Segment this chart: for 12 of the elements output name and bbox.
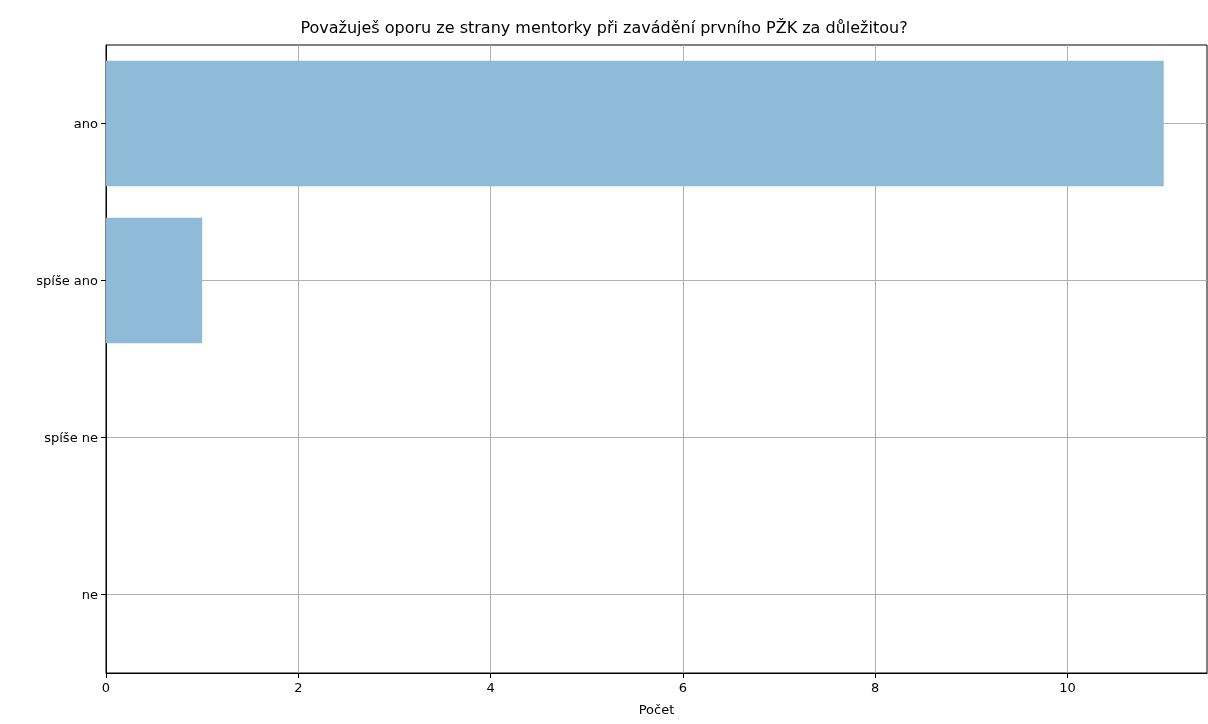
y-tick-label: ne (81, 587, 98, 602)
x-tick-label: 2 (294, 680, 303, 695)
x-tick-label: 8 (871, 680, 880, 695)
x-tick-label: 10 (1059, 680, 1076, 695)
y-tick-label: spíše ne (44, 430, 98, 445)
chart-title: Považuješ oporu ze strany mentorky při zavádění prvního PŽK za důležitou? (300, 17, 908, 37)
x-axis-title: Počet (638, 702, 675, 717)
x-tick-label: 4 (486, 680, 495, 695)
x-tick-label: 0 (101, 680, 111, 695)
y-tick-label: spíše ano (36, 273, 99, 288)
y-tick-label: ano (73, 116, 99, 131)
x-tick-label: 6 (678, 680, 688, 695)
